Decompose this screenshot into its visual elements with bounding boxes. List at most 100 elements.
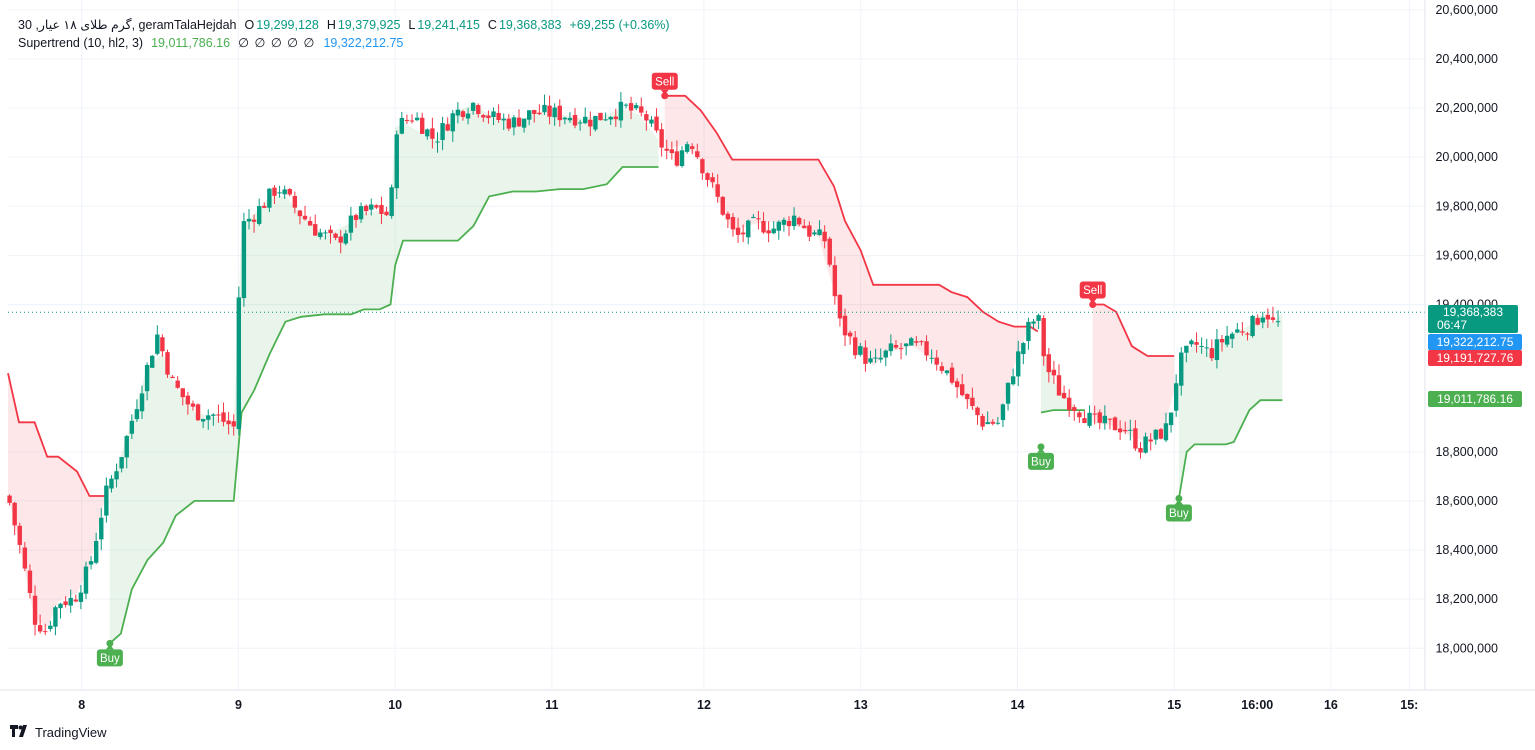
time-axis[interactable]: 8 9 10 11 12 13 14 15 16:00 16 15: (0, 689, 1535, 712)
candle-body (68, 597, 73, 606)
candle-body (725, 213, 731, 220)
candle-body (572, 115, 578, 126)
signal-label-bg (1079, 281, 1106, 299)
candle-body (246, 218, 252, 222)
candle-body (1036, 315, 1041, 321)
candle-body (847, 332, 853, 337)
candle-body (562, 117, 568, 120)
low-value: 19,241,415 (417, 18, 480, 32)
candle-body (440, 123, 445, 140)
signal-pointer (660, 89, 669, 95)
candle-body (83, 566, 89, 594)
signal-label-text: Sell (655, 76, 674, 88)
candle-body (27, 570, 33, 593)
indicator-name[interactable]: Supertrend (10, hl2, 3) (18, 36, 144, 50)
indicator-row[interactable]: Supertrend (10, hl2, 3) 19,011,786.16 ∅ … (18, 34, 670, 52)
candle-body (430, 128, 435, 139)
candle-body (832, 265, 838, 297)
candle-body (690, 146, 695, 149)
candle-body (195, 404, 201, 421)
tradingview-name: TradingView (35, 724, 107, 740)
candle-body (1097, 412, 1102, 423)
candle-body (12, 502, 17, 526)
supertrend-up-badge: 19,011,786.16 (1428, 391, 1522, 407)
candle-body (160, 337, 165, 352)
x-tick-label: 14 (1011, 698, 1025, 712)
candle-body (353, 215, 359, 220)
close-label: C (487, 18, 497, 32)
candle-body (1016, 351, 1021, 377)
candle-body (292, 196, 298, 208)
candle-body (888, 343, 894, 352)
candle-body (1194, 342, 1199, 345)
supertrend-up-3-fill (1178, 312, 1283, 499)
candle-body (674, 151, 680, 166)
signal-label-text: Buy (100, 653, 120, 665)
candle-body (547, 105, 552, 117)
candle-body (170, 376, 175, 379)
candle-body (949, 367, 955, 383)
supertrend-down-value: 19,322,212.75 (1437, 335, 1514, 349)
supertrend-up-2-fill (1041, 336, 1085, 415)
candle-body (43, 631, 48, 633)
x-tick-label: 10 (388, 698, 402, 712)
symbol-name[interactable]: 30 ,گرم طلای ۱۸ عیار, geramTalaHejdah (18, 18, 237, 32)
candle-body (883, 350, 888, 358)
candle-body (455, 109, 461, 116)
candle-body (476, 105, 481, 115)
candle-body (272, 187, 277, 196)
candle-body (837, 294, 843, 319)
candle-body (1209, 348, 1215, 359)
candle-body (338, 236, 343, 243)
signal-dot (106, 639, 114, 647)
candle-body (944, 370, 950, 374)
candle-body (58, 603, 63, 609)
candle-body (1082, 418, 1087, 424)
candle-body (960, 384, 965, 396)
candle-body (1153, 429, 1158, 440)
candle-body (934, 357, 939, 365)
candle-body (277, 192, 282, 194)
candle-body (1184, 345, 1189, 353)
candle-body (868, 358, 873, 363)
candle-body (450, 113, 455, 132)
buy-sell-signals: Buy Sell Buy Sell Buy (96, 72, 1192, 667)
candle-body (374, 205, 379, 208)
candle-body (511, 117, 517, 128)
candle-body (318, 232, 323, 237)
candle-body (1179, 352, 1184, 386)
candle-body (1240, 331, 1245, 333)
candle-body (297, 210, 303, 217)
buy-signal: Buy (1027, 443, 1054, 470)
candle-body (1235, 329, 1240, 333)
price-axis[interactable]: 20,600,000 20,400,000 20,200,000 20,000,000… (1424, 0, 1498, 690)
candle-body (929, 357, 934, 359)
candle-body (526, 110, 532, 120)
signal-pointer (1174, 499, 1183, 505)
candle-body (965, 394, 970, 400)
candle-body (445, 124, 450, 131)
candle-body (93, 541, 99, 563)
supertrend-down-2-fill (664, 95, 1038, 423)
candle-body (939, 366, 945, 371)
candle-body (1230, 333, 1235, 339)
candle-body (771, 228, 776, 234)
supertrend-down-1-fill (8, 373, 106, 628)
y-tick-label: 18,000,000 (1435, 641, 1498, 655)
candle-body (37, 625, 43, 632)
candle-body (842, 315, 848, 336)
candle-body (975, 407, 980, 416)
candle-body (730, 217, 736, 230)
candle-body (1117, 428, 1123, 433)
candle-body (73, 599, 78, 602)
candle-body (781, 219, 787, 225)
candle-body (1010, 376, 1016, 385)
candle-body (460, 111, 466, 118)
candle-body (827, 238, 832, 265)
y-tick-label: 18,800,000 (1435, 445, 1498, 459)
tradingview-brand[interactable]: TradingView (10, 724, 107, 740)
candle-body (1021, 343, 1026, 355)
price-axis-labels: 19,368,383 06:47 19,322,212.75 19,191,72… (1428, 305, 1522, 407)
